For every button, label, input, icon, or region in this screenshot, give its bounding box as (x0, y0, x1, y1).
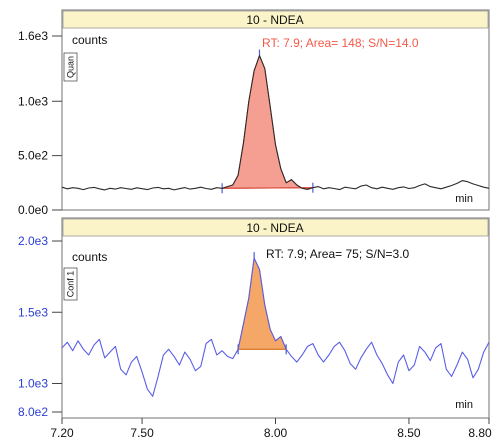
panel-conf1-xlabel: min (455, 399, 473, 411)
x-axis: 7.20 7.50 8.00 8.50 8.80 (50, 418, 492, 440)
panel-conf1-title: 10 - NDEA (246, 221, 303, 235)
panel-conf1-ylabel: counts (72, 250, 107, 264)
panel-conf1-ytick-label: 1.0e3 (18, 377, 48, 391)
panel-quan-ytick-label: 5.0e2 (18, 149, 48, 163)
panel-quan-baseline (222, 187, 313, 189)
panel-conf1-title-bar (62, 218, 489, 237)
panel-conf1: 10 - NDEA counts Conf 1 RT: 7.9; Area= 7… (18, 217, 490, 419)
panel-quan-side-tab (63, 52, 78, 82)
x-tick-label: 8.50 (397, 426, 421, 440)
x-tick-label: 7.50 (130, 426, 154, 440)
panel-quan-xlabel: min (455, 193, 473, 205)
x-tick-label: 8.80 (468, 426, 492, 440)
panel-quan-title: 10 - NDEA (246, 13, 303, 27)
x-tick-label: 7.20 (50, 426, 74, 440)
x-tick-label: 8.00 (264, 426, 288, 440)
panel-conf1-side-label: Conf 1 (66, 271, 76, 298)
panel-quan-ytick-label: 1.6e3 (18, 29, 48, 43)
panel-quan-annotation: RT: 7.9; Area= 148; S/N=14.0 (262, 36, 419, 50)
panel-conf1-side-tab (63, 267, 78, 301)
panel-conf1-ytick-label: 8.0e2 (18, 405, 48, 419)
panel-quan-trace (61, 55, 490, 191)
panel-quan-side-label: Quan (66, 56, 76, 78)
panel-conf1-ytick-label: 2.0e3 (18, 234, 48, 248)
panel-conf1-trace (61, 257, 490, 397)
panel-quan-ytick-label: 0.0e0 (18, 203, 48, 217)
panel-conf1-frame (61, 217, 490, 419)
panel-conf1-annotation: RT: 7.9; Area= 75; S/N=3.0 (266, 247, 410, 261)
panel-quan-ylabel: counts (72, 33, 107, 47)
panel-quan-ytick-label: 1.0e3 (18, 94, 48, 108)
panel-quan-title-bar (62, 10, 489, 29)
panel-conf1-ytick-label: 1.5e3 (18, 305, 48, 319)
panel-quan: 10 - NDEA counts Quan RT: 7.9; Area= 148… (18, 9, 490, 217)
